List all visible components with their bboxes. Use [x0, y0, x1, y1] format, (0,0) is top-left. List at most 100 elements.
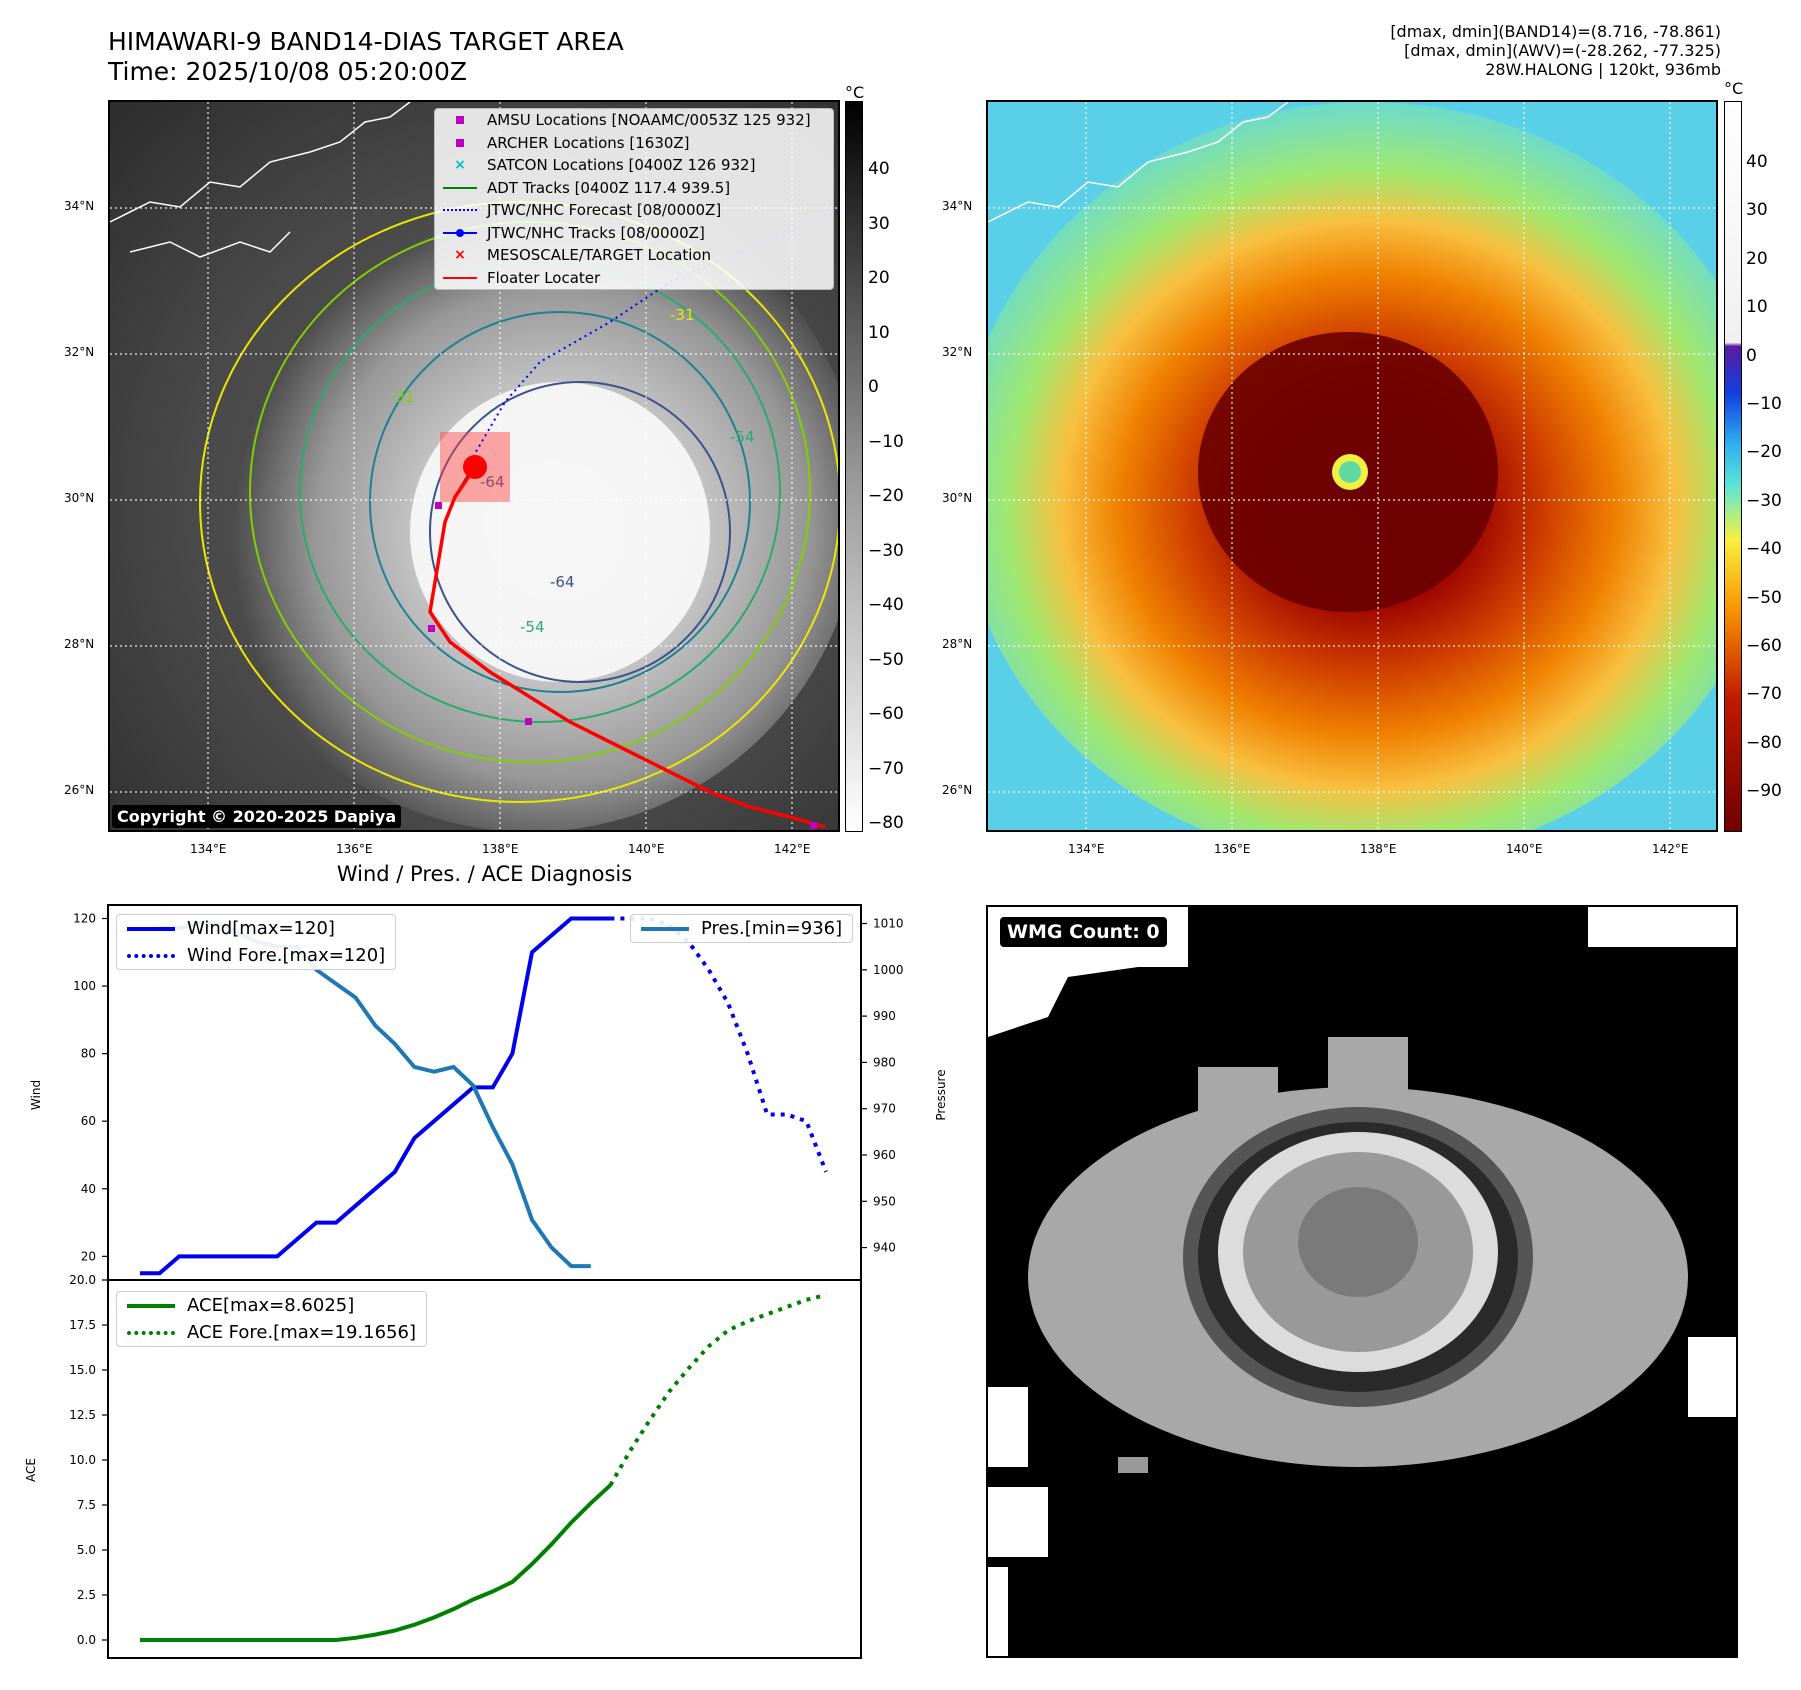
bw-cb-tick: −60 — [868, 704, 904, 724]
solid-line-icon — [127, 1303, 175, 1308]
ace-tick-label: 17.5 — [69, 1318, 96, 1332]
title-line-1: HIMAWARI-9 BAND14-DIAS TARGET AREA — [108, 27, 624, 56]
bw-cb-tick: −70 — [868, 758, 904, 779]
wind-tick-label: 80 — [81, 1047, 96, 1061]
lat-label: 28°N — [64, 637, 95, 651]
color-cb-tick: 0 — [1746, 345, 1757, 366]
bw-cb-tick: 10 — [868, 322, 890, 343]
bw-cb-tick: 40 — [868, 159, 890, 179]
color-cb-tick: −60 — [1746, 636, 1782, 657]
line-marker-icon — [443, 271, 477, 285]
pressure-tick-label: 950 — [873, 1194, 896, 1208]
pressure-axis-label: Pressure — [934, 1069, 948, 1120]
legend-item: Wind Fore.[max=120] — [117, 942, 395, 969]
wmg-image — [988, 907, 1736, 1656]
pressure-tick-label: 970 — [873, 1102, 896, 1116]
line-dot-icon — [443, 226, 477, 240]
color-cb-tick: 20 — [1746, 248, 1768, 269]
pressure-tick-label: 1010 — [873, 917, 904, 931]
map-legend: AMSU Locations [NOAAMC/0053Z 125 932] AR… — [434, 108, 834, 290]
title-line-2: Time: 2025/10/08 05:20:00Z — [108, 57, 467, 86]
legend-item: Floater Locater — [435, 267, 833, 290]
color-cb-tick: 10 — [1746, 297, 1768, 318]
lat-label: 30°N — [64, 491, 95, 505]
solid-line-icon — [127, 926, 175, 931]
stats-block: [dmax, dmin](BAND14)=(8.716, -78.861) [d… — [1121, 22, 1721, 79]
coastline — [110, 102, 411, 223]
square-marker-icon — [443, 113, 477, 127]
wmg-count-badge: WMG Count: 0 — [1000, 917, 1167, 947]
lat-label: 26°N — [942, 783, 973, 797]
color-ir-map — [986, 100, 1718, 832]
lat-label: 28°N — [942, 637, 973, 651]
coastline — [988, 102, 1289, 223]
pressure-tick-label: 980 — [873, 1055, 896, 1069]
pressure-tick-label: 940 — [873, 1241, 896, 1255]
contour-label: -64 — [550, 573, 575, 591]
dotted-line-icon — [127, 953, 175, 958]
ace-tick-label: 12.5 — [69, 1408, 96, 1422]
wind-legend: Wind[max=120] Wind Fore.[max=120] — [116, 914, 397, 970]
storm-info: 28W.HALONG | 120kt, 936mb — [1485, 60, 1721, 79]
ace-tick-label: 2.5 — [77, 1588, 96, 1602]
x-marker-icon: × — [454, 247, 466, 264]
bw-colorbar-unit: °C — [845, 83, 865, 102]
x-marker-icon: × — [454, 157, 466, 174]
contour-label: -64 — [480, 473, 505, 491]
lon-label: 138°E — [1360, 842, 1397, 856]
legend-item: ACE Fore.[max=19.1656] — [117, 1319, 426, 1346]
lon-label: 140°E — [1506, 842, 1543, 856]
legend-label: Floater Locater — [487, 268, 601, 287]
color-cb-tick: −10 — [1746, 394, 1782, 415]
lon-label: 136°E — [1214, 842, 1251, 856]
diagnosis-title: Wind / Pres. / ACE Diagnosis — [336, 862, 633, 886]
legend-label: ADT Tracks [0400Z 117.4 939.5] — [487, 178, 731, 197]
lat-label: 34°N — [64, 199, 95, 213]
lat-label: 32°N — [942, 345, 973, 359]
lat-label: 26°N — [64, 783, 95, 797]
ace-axis-label: ACE — [24, 1458, 38, 1482]
legend-item: AMSU Locations [NOAAMC/0053Z 125 932] — [435, 109, 833, 132]
lat-label: 32°N — [64, 345, 95, 359]
bw-cb-tick: 0 — [868, 377, 879, 397]
ace-tick-label: 0.0 — [77, 1633, 96, 1647]
target-center — [463, 455, 487, 479]
bw-cb-tick: −40 — [868, 595, 904, 615]
wind-tick-label: 40 — [81, 1182, 96, 1196]
legend-label: Pres.[min=936] — [701, 918, 843, 939]
ace-tick-label: 15.0 — [69, 1363, 96, 1377]
ace-forecast-line — [608, 1293, 827, 1487]
ace-legend: ACE[max=8.6025] ACE Fore.[max=19.1656] — [116, 1291, 427, 1347]
ace-series-group: 0.0 2.5 5.0 7.5 10.0 12.5 15.0 17.5 20.0 — [69, 1273, 827, 1647]
legend-label: AMSU Locations [NOAAMC/0053Z 125 932] — [487, 111, 811, 130]
color-cb-tick: −80 — [1746, 732, 1782, 753]
lon-label: 134°E — [1068, 842, 1105, 856]
color-cb-tick: −70 — [1746, 684, 1782, 705]
legend-label: ACE Fore.[max=19.1656] — [187, 1322, 416, 1343]
color-cb-tick: −40 — [1746, 539, 1782, 560]
bw-cb-tick: −30 — [868, 540, 904, 561]
legend-item: ADT Tracks [0400Z 117.4 939.5] — [435, 177, 833, 200]
contour-navy — [429, 381, 731, 683]
contour-label-group: -31 -54 -64 -31 -54 -64 — [390, 306, 755, 636]
dotted-line-icon — [443, 203, 477, 217]
wind-forecast-line — [610, 916, 828, 1173]
solid-line-icon — [641, 926, 689, 931]
lat-label: 34°N — [942, 199, 973, 213]
dotted-line-icon — [127, 1330, 175, 1335]
color-cb-tick: −30 — [1746, 490, 1782, 511]
bw-cb-tick: −80 — [868, 813, 904, 833]
color-cb-tick: −90 — [1746, 781, 1782, 802]
wind-line — [140, 916, 611, 1276]
color-cb-tick: −50 — [1746, 587, 1782, 608]
ace-tick-label: 10.0 — [69, 1453, 96, 1467]
legend-label: JTWC/NHC Forecast [08/0000Z] — [487, 201, 722, 220]
wind-tick-label: 60 — [81, 1114, 96, 1128]
legend-label: ARCHER Locations [1630Z] — [487, 133, 690, 152]
lon-label: 142°E — [1652, 842, 1689, 856]
legend-item: ACE[max=8.6025] — [117, 1292, 426, 1319]
contour-teal — [369, 311, 751, 693]
bw-cb-tick: −50 — [868, 649, 904, 670]
lon-label: 136°E — [336, 842, 373, 856]
